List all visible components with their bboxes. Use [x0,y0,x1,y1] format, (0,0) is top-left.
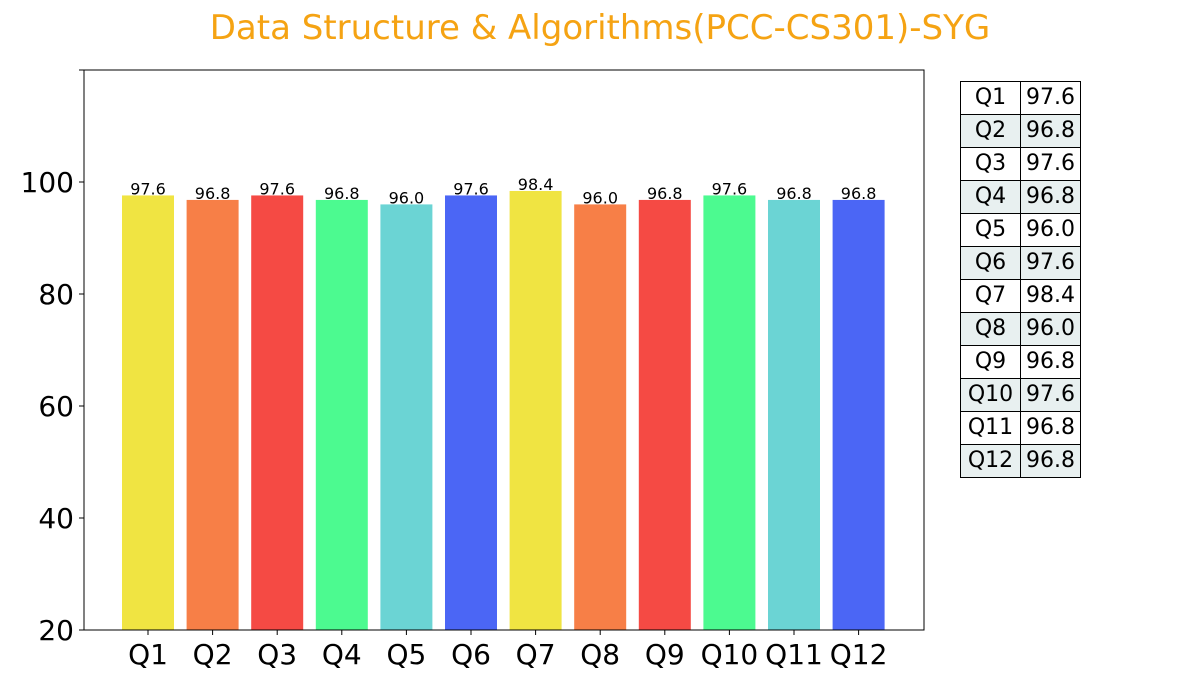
x-tick-label: Q6 [451,638,491,671]
table-cell-value: 96.8 [1020,180,1081,214]
bar-q8 [574,204,627,630]
y-tick-label: 40 [38,502,74,535]
table-cell-label: Q2 [960,114,1021,148]
y-tick-label: 80 [38,278,74,311]
table-cell-value: 96.0 [1020,213,1081,247]
x-tick-label: Q7 [516,638,556,671]
table-cell-value: 96.8 [1020,411,1081,445]
value-label-q4: 96.8 [324,184,360,203]
table-row: Q12 96.8 [960,444,1081,478]
y-tick-label: 100 [21,166,74,199]
values-table: Q1 97.6 Q2 96.8 Q3 97.6 Q4 96.8 Q5 96.0 Q6 97.6 Q7 98… [960,81,1081,478]
table-cell-label: Q6 [960,246,1021,280]
table-row: Q3 97.6 [960,147,1081,181]
y-tick-label: 60 [38,390,74,423]
x-tick-label: Q8 [580,638,620,671]
x-tick-label: Q2 [193,638,233,671]
value-label-q7: 98.4 [518,175,554,194]
table-row: Q2 96.8 [960,114,1081,148]
bar-q6 [445,195,497,630]
value-label-q10: 97.6 [712,179,748,198]
table-row: Q4 96.8 [960,180,1081,214]
x-axis: Q1 Q2 Q3 Q4 Q5 Q6 Q7 Q8 Q9 Q10 Q11 Q12 [128,630,887,671]
table-row: Q10 97.6 [960,378,1081,412]
bar-q12 [832,199,885,631]
value-label-q3: 97.6 [259,179,295,198]
table-row: Q6 97.6 [960,246,1081,280]
table-cell-label: Q3 [960,147,1021,181]
x-tick-label: Q11 [765,638,823,671]
x-tick-label: Q3 [257,638,297,671]
table-cell-value: 97.6 [1020,246,1081,280]
table-cell-value: 97.6 [1020,378,1081,412]
table-row: Q7 98.4 [960,279,1081,313]
axes-frame [83,69,925,631]
table-cell-value: 96.0 [1020,312,1081,346]
y-axis: 20 40 60 80 100 [21,69,84,647]
value-labels-group: 97.6 96.8 97.6 96.8 96.0 97.6 98.4 96.0 96.8 97.6… [130,175,876,207]
x-tick-label: Q1 [128,638,168,671]
chart-title: Data Structure & Algorithms(PCC-CS301)-S… [209,8,991,48]
table-cell-label: Q9 [960,345,1021,379]
table-cell-value: 96.8 [1020,345,1081,379]
x-tick-label: Q9 [645,638,685,671]
value-label-q8: 96.0 [582,188,618,207]
table-cell-value: 96.8 [1020,444,1081,478]
table-row: Q9 96.8 [960,345,1081,379]
table-row: Q8 96.0 [960,312,1081,346]
table-cell-label: Q1 [960,81,1021,115]
bars-group [122,190,885,631]
table-row: Q1 97.6 [960,81,1081,115]
bar-q2 [186,199,239,631]
table-cell-label: Q10 [960,378,1021,412]
x-tick-label: Q10 [701,638,759,671]
bar-q10 [703,195,756,630]
bar-q1 [122,195,174,630]
table-cell-label: Q4 [960,180,1021,214]
y-tick-label: 20 [38,614,74,647]
bar-q11 [768,199,820,631]
table-cell-label: Q12 [960,444,1021,478]
table-cell-value: 96.8 [1020,114,1081,148]
table-cell-value: 98.4 [1020,279,1081,313]
x-tick-label: Q12 [830,638,888,671]
value-label-q12: 96.8 [841,184,877,203]
table-cell-label: Q5 [960,213,1021,247]
bar-q3 [251,195,304,630]
table-cell-label: Q8 [960,312,1021,346]
value-label-q6: 97.6 [453,179,489,198]
value-label-q1: 97.6 [130,179,166,198]
value-label-q9: 96.8 [647,184,683,203]
table-row: Q11 96.8 [960,411,1081,445]
x-tick-label: Q5 [386,638,426,671]
table-row: Q5 96.0 [960,213,1081,247]
table-cell-label: Q7 [960,279,1021,313]
bar-q4 [315,199,368,631]
value-label-q11: 96.8 [776,184,812,203]
table-cell-label: Q11 [960,411,1021,445]
bar-q9 [638,199,691,631]
x-tick-label: Q4 [322,638,362,671]
table-cell-value: 97.6 [1020,147,1081,181]
bar-q7 [509,190,562,630]
bar-q5 [380,204,433,630]
value-label-q5: 96.0 [389,188,425,207]
value-label-q2: 96.8 [195,184,231,203]
table-cell-value: 97.6 [1020,81,1081,115]
